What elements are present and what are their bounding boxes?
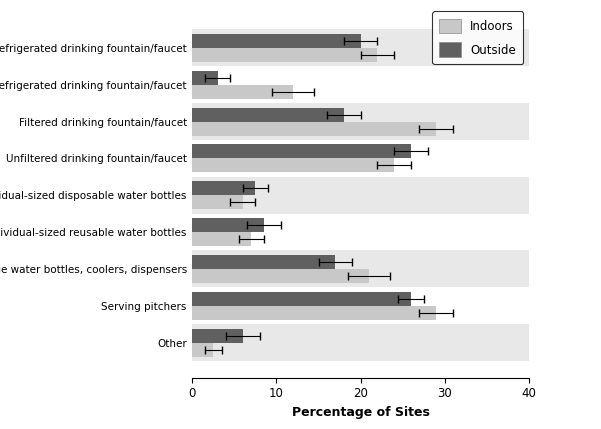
- Bar: [192, 251, 529, 287]
- Bar: [192, 140, 529, 177]
- Bar: [192, 292, 411, 306]
- Bar: [192, 181, 255, 195]
- Bar: [192, 48, 377, 62]
- Bar: [192, 121, 436, 136]
- Bar: [192, 195, 243, 209]
- Bar: [192, 255, 335, 269]
- Bar: [192, 158, 394, 172]
- Bar: [192, 108, 344, 121]
- Bar: [192, 214, 529, 251]
- Legend: Indoors, Outside: Indoors, Outside: [432, 12, 523, 64]
- Bar: [192, 342, 213, 356]
- Bar: [192, 218, 264, 232]
- X-axis label: Percentage of Sites: Percentage of Sites: [291, 406, 430, 419]
- Bar: [192, 71, 218, 85]
- Bar: [192, 145, 411, 158]
- Bar: [192, 306, 436, 320]
- Bar: [192, 329, 243, 342]
- Bar: [192, 287, 529, 324]
- Bar: [192, 30, 529, 66]
- Bar: [192, 34, 361, 48]
- Bar: [192, 103, 529, 140]
- Bar: [192, 66, 529, 103]
- Bar: [192, 269, 369, 283]
- Bar: [192, 324, 529, 361]
- Bar: [192, 232, 251, 246]
- Bar: [192, 85, 293, 99]
- Bar: [192, 177, 529, 214]
